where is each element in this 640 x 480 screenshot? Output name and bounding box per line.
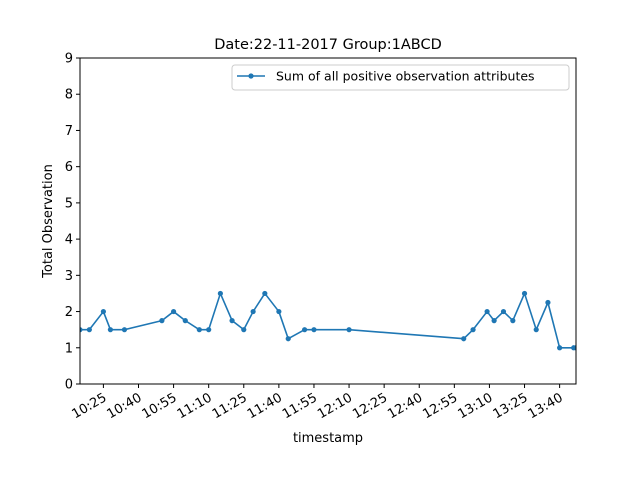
legend-box: [231, 64, 570, 91]
data-point: [80, 327, 83, 333]
data-point: [241, 327, 247, 333]
data-point: [86, 327, 92, 333]
data-point: [521, 290, 528, 297]
data-point: [229, 318, 235, 324]
data-point: [346, 327, 352, 333]
data-point: [491, 318, 497, 324]
data-point: [573, 345, 576, 351]
plot-area-frame: [79, 57, 577, 385]
y-axis-label: Total Observation: [41, 164, 56, 279]
data-point: [217, 290, 223, 297]
data-point: [170, 308, 177, 315]
data-point: [285, 336, 291, 342]
data-point: [302, 327, 308, 333]
y-tick-label: 7: [65, 124, 73, 139]
data-point: [276, 308, 282, 315]
data-point: [262, 290, 268, 297]
data-point: [100, 308, 106, 315]
legend-label: Sum of all positive observation attribut…: [276, 69, 535, 84]
legend-marker-swatch: [248, 73, 254, 79]
x-axis-label: timestamp: [293, 431, 363, 446]
data-point: [500, 308, 507, 315]
y-tick-label: 2: [65, 305, 73, 320]
data-point: [311, 327, 317, 333]
y-tick-label: 4: [65, 233, 73, 248]
data-point: [470, 327, 476, 333]
data-point: [533, 327, 539, 333]
chart-title: Date:22-11-2017 Group:1ABCD: [214, 37, 442, 53]
y-tick-label: 6: [65, 160, 73, 175]
data-point: [159, 318, 165, 324]
data-point: [206, 327, 212, 333]
y-tick-label: 8: [65, 88, 73, 103]
y-tick-label: 0: [65, 378, 73, 393]
data-point: [182, 318, 188, 324]
data-point: [545, 299, 551, 306]
data-point: [107, 327, 114, 333]
data-point: [557, 345, 563, 351]
legend: Sum of all positive observation attribut…: [231, 64, 570, 91]
series-0: [80, 290, 576, 351]
data-point: [196, 327, 202, 333]
y-tick-label: 1: [65, 341, 73, 356]
y-tick-label: 3: [65, 269, 73, 284]
data-point: [250, 308, 256, 315]
y-axis: 0 1 2 3 4 5 6 7 8 9: [65, 52, 80, 393]
y-tick-label: 9: [65, 52, 73, 67]
data-point: [461, 336, 467, 342]
data-point: [484, 308, 490, 315]
data-point: [121, 327, 128, 333]
series-layer: [80, 290, 576, 351]
y-tick-label: 5: [65, 196, 73, 211]
data-point: [510, 318, 516, 324]
